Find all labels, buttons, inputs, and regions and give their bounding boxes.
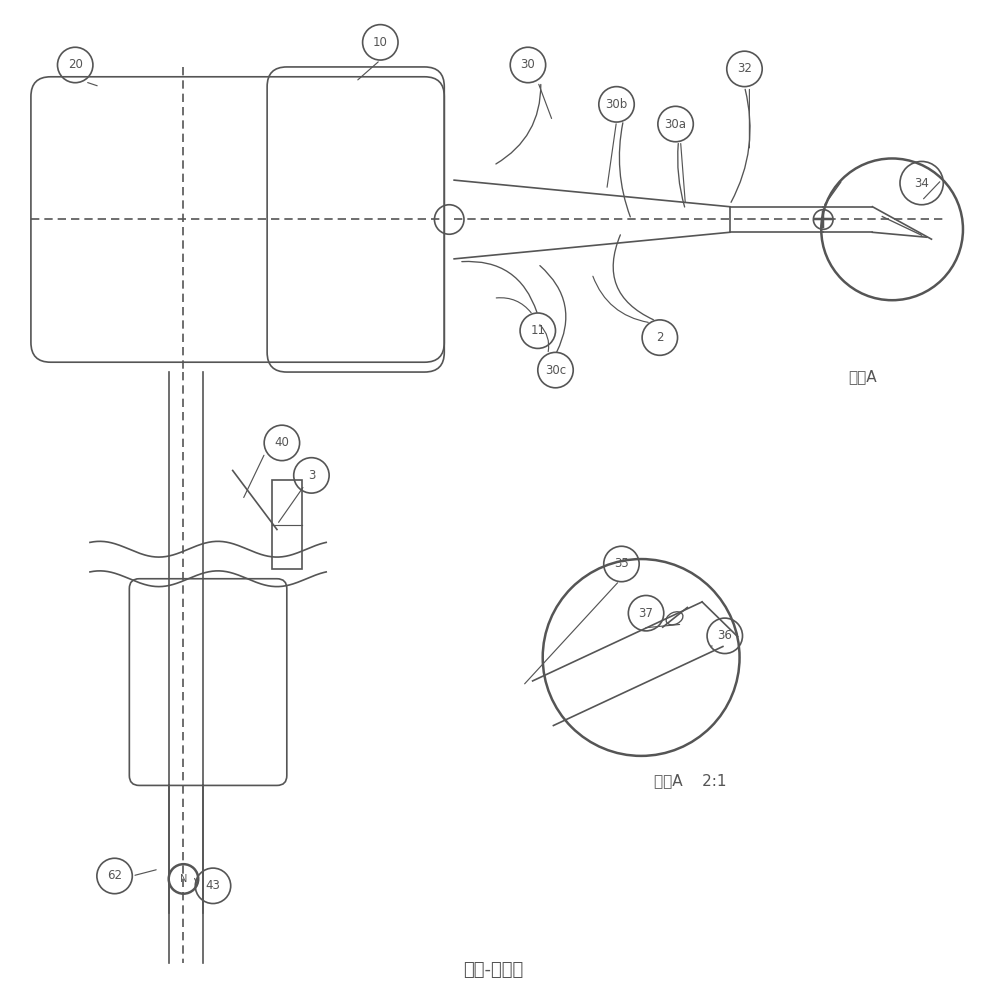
Text: 3: 3 (308, 469, 315, 482)
Text: 40: 40 (274, 436, 289, 449)
Text: 11: 11 (529, 324, 544, 337)
Text: 30: 30 (520, 58, 534, 71)
Text: 视图A    2:1: 视图A 2:1 (654, 773, 726, 788)
Text: 30b: 30b (604, 98, 627, 111)
Text: 35: 35 (613, 557, 628, 570)
Text: 2: 2 (656, 331, 663, 344)
Text: 10: 10 (373, 36, 387, 49)
Text: 30c: 30c (544, 364, 566, 377)
Text: 62: 62 (106, 869, 122, 882)
Text: 36: 36 (717, 629, 732, 642)
Text: 37: 37 (638, 607, 653, 620)
Text: 视图A: 视图A (847, 369, 876, 384)
Text: 32: 32 (737, 62, 751, 75)
Text: N: N (179, 874, 187, 884)
Text: 43: 43 (205, 879, 220, 892)
Text: 34: 34 (913, 177, 928, 190)
Text: 30a: 30a (664, 118, 686, 131)
Bar (272, 480, 302, 569)
Text: 20: 20 (68, 58, 83, 71)
Text: 组件-侧视图: 组件-侧视图 (462, 961, 524, 979)
